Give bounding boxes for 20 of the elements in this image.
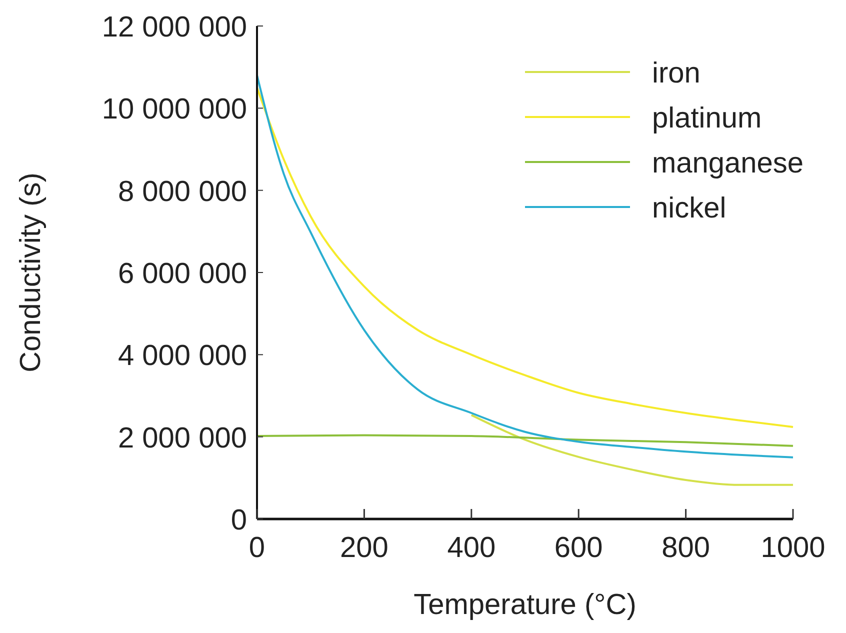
x-tick-label: 1000 — [760, 532, 826, 564]
y-axis-title: Conductivity (s) — [15, 172, 47, 372]
y-tick-label: 4 000 000 — [118, 340, 247, 372]
legend-label: iron — [652, 57, 700, 90]
y-tick-label: 12 000 000 — [102, 11, 247, 44]
y-tick-label: 8 000 000 — [118, 176, 247, 208]
y-tick-label: 0 — [230, 504, 247, 536]
y-tick-label: 2 000 000 — [118, 422, 247, 454]
y-tick-label: 6 000 000 — [118, 258, 247, 290]
line-series — [256, 434, 794, 447]
line-series — [470, 414, 794, 486]
x-tick-label: 800 — [662, 532, 710, 564]
y-tick-label: 10 000 000 — [102, 94, 247, 126]
x-tick-label: 200 — [340, 532, 388, 564]
x-tick-label: 600 — [554, 532, 603, 564]
x-axis-title: Temperature (°C) — [414, 589, 636, 621]
x-tick-label: 400 — [447, 532, 496, 564]
legend-label: nickel — [652, 192, 726, 224]
legend-label: platinum — [652, 102, 762, 134]
legend-label: manganese — [652, 147, 804, 180]
